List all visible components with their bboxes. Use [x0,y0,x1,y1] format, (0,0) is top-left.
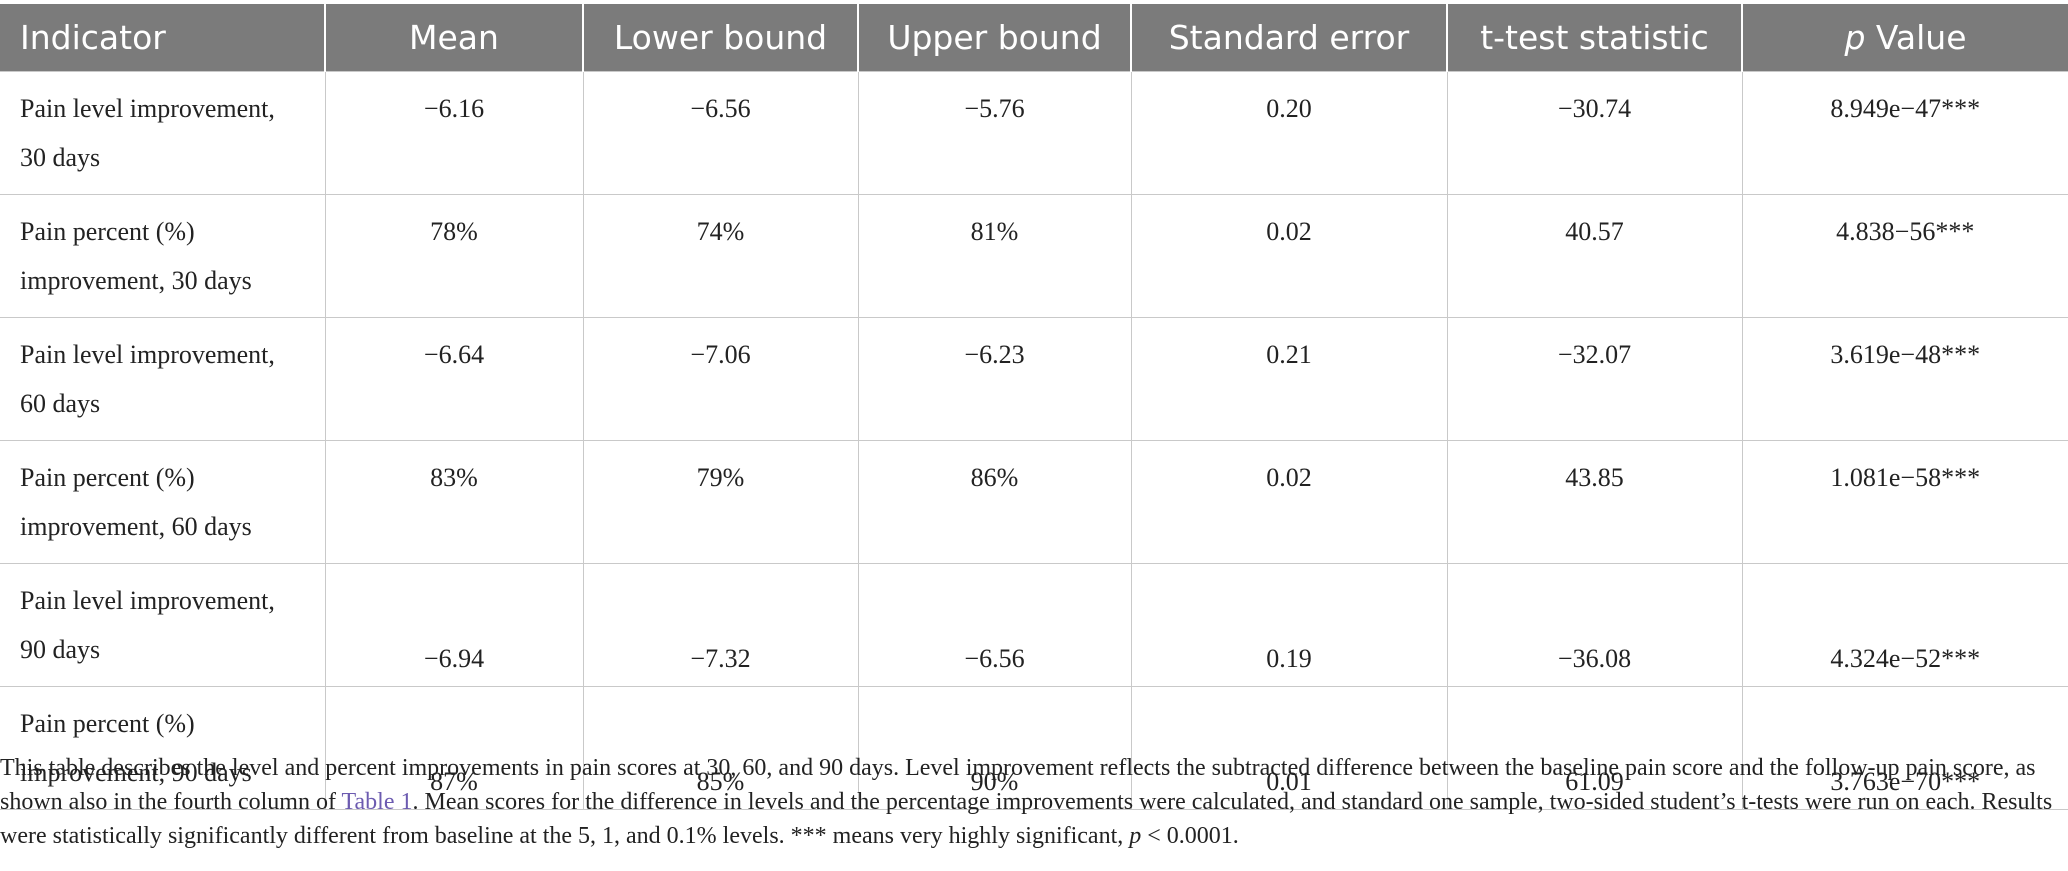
mean-cell: 78% [324,194,584,318]
indicator-line-2: 60 days [20,389,101,418]
t-statistic-cell: 43.85 [1446,440,1743,564]
standard-error-cell: 0.19 [1130,563,1448,687]
mean-cell: −6.16 [324,71,584,195]
results-table-container: Indicator Mean Lower bound Upper bound S… [0,4,2068,810]
lower-bound-cell: 85% [582,686,859,810]
header-upper-bound: Upper bound [858,4,1132,72]
t-statistic-cell: 40.57 [1446,194,1743,318]
header-p-value: p Value [1742,4,2068,72]
standard-error-cell: 0.02 [1130,194,1448,318]
indicator-line-1: Pain percent (%) [20,463,195,492]
indicator-line-1: Pain percent (%) [20,217,195,246]
upper-bound-cell: −6.23 [857,317,1132,441]
header-lower-bound: Lower bound [583,4,859,72]
indicator-line-1: Pain percent (%) [20,709,195,738]
indicator-line-1: Pain level improvement, [20,586,275,615]
standard-error-cell: 0.02 [1130,440,1448,564]
lower-bound-cell: −6.56 [582,71,859,195]
indicator-line-1: Pain level improvement, [20,340,275,369]
mean-cell: 83% [324,440,584,564]
footnote-text-3: < 0.0001. [1141,823,1239,849]
upper-bound-cell: 86% [857,440,1132,564]
indicator-line-2: 30 days [20,143,101,172]
header-mean: Mean [325,4,584,72]
upper-bound-cell: −6.56 [857,563,1132,687]
table-row: Pain percent (%) improvement, 30 days 78%… [0,194,2068,318]
lower-bound-cell: 79% [582,440,859,564]
indicator-cell: Pain percent (%) improvement, 60 days [0,440,326,564]
indicator-cell: Pain percent (%) improvement, 90 days [0,686,326,810]
p-value-cell: 1.081e−58*** [1741,440,2068,564]
standard-error-cell: 0.21 [1130,317,1448,441]
mean-cell: −6.64 [324,317,584,441]
indicator-line-2: improvement, 90 days [20,758,252,787]
lower-bound-cell: −7.06 [582,317,859,441]
p-value-cell: 4.324e−52*** [1741,563,2068,687]
t-statistic-cell: 61.09 [1446,686,1743,810]
indicator-line-1: Pain level improvement, [20,94,275,123]
indicator-cell: Pain level improvement, 60 days [0,317,326,441]
indicator-cell: Pain level improvement, 90 days [0,563,326,687]
indicator-line-2: improvement, 60 days [20,512,252,541]
p-value-cell: 4.838−56*** [1741,194,2068,318]
p-value-cell: 8.949e−47*** [1741,71,2068,195]
footnote-text-2: . Mean scores for the difference in leve… [0,789,2053,849]
header-p-rest: Value [1865,18,1967,57]
standard-error-cell: 0.01 [1130,686,1448,810]
upper-bound-cell: 90% [857,686,1132,810]
table-row: Pain percent (%) improvement, 90 days 87%… [0,686,2068,810]
header-standard-error: Standard error [1131,4,1448,72]
table-header-row: Indicator Mean Lower bound Upper bound S… [0,4,2068,72]
table-row: Pain level improvement, 30 days −6.16 −6.… [0,71,2068,195]
table-1-link[interactable]: Table 1 [341,789,413,815]
upper-bound-cell: 81% [857,194,1132,318]
t-statistic-cell: −30.74 [1446,71,1743,195]
table-footnote: This table describes the level and perce… [0,751,2060,853]
table-row: Pain level improvement, 90 days −6.94 −7.… [0,563,2068,687]
indicator-cell: Pain level improvement, 30 days [0,71,326,195]
indicator-cell: Pain percent (%) improvement, 30 days [0,194,326,318]
header-indicator: Indicator [0,4,326,72]
standard-error-cell: 0.20 [1130,71,1448,195]
lower-bound-cell: −7.32 [582,563,859,687]
footnote-p-italic: p [1129,823,1142,849]
header-p-italic: p [1844,18,1866,57]
mean-cell: 87% [324,686,584,810]
p-value-cell: 3.763e−70*** [1741,686,2068,810]
indicator-line-2: improvement, 30 days [20,266,252,295]
table-row: Pain level improvement, 60 days −6.64 −7.… [0,317,2068,441]
table-row: Pain percent (%) improvement, 60 days 83%… [0,440,2068,564]
results-table: Indicator Mean Lower bound Upper bound S… [0,4,2068,810]
t-statistic-cell: −36.08 [1446,563,1743,687]
mean-cell: −6.94 [324,563,584,687]
footnote-text-1: This table describes the level and perce… [0,755,2036,815]
header-t-statistic: t-test statistic [1447,4,1743,72]
upper-bound-cell: −5.76 [857,71,1132,195]
t-statistic-cell: −32.07 [1446,317,1743,441]
lower-bound-cell: 74% [582,194,859,318]
p-value-cell: 3.619e−48*** [1741,317,2068,441]
indicator-line-2: 90 days [20,635,101,664]
